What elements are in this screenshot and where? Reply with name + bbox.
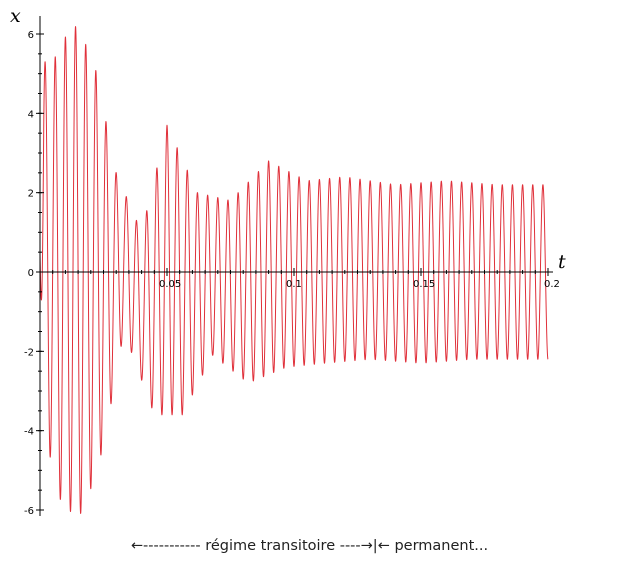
- signal-line: [39, 26, 549, 514]
- y-tick-label: 4: [28, 109, 34, 120]
- y-axis-label: x: [10, 5, 21, 27]
- x-axis-label: t: [558, 251, 566, 273]
- regime-caption: ←----------- régime transitoire ----→|← …: [130, 538, 489, 554]
- y-tick-label: -4: [24, 427, 34, 438]
- axis-ticks: 0.05 0.1 0.15 0.2 -6 -4 -2 0 2 4 6: [24, 30, 560, 517]
- y-tick-label: 2: [28, 189, 34, 200]
- y-tick-label: -6: [24, 506, 34, 517]
- y-tick-label: 0: [28, 268, 34, 279]
- y-tick-label: 6: [28, 30, 34, 41]
- x-tick-label: 0.2: [544, 279, 560, 290]
- x-tick-label: 0.15: [413, 279, 435, 290]
- x-tick-label: 0.05: [159, 279, 181, 290]
- line-chart: 0.05 0.1 0.15 0.2 -6 -4 -2 0 2 4 6 t x: [10, 5, 566, 517]
- signal-series: [39, 26, 549, 514]
- y-tick-label: -2: [24, 347, 34, 358]
- x-tick-label: 0.1: [286, 279, 302, 290]
